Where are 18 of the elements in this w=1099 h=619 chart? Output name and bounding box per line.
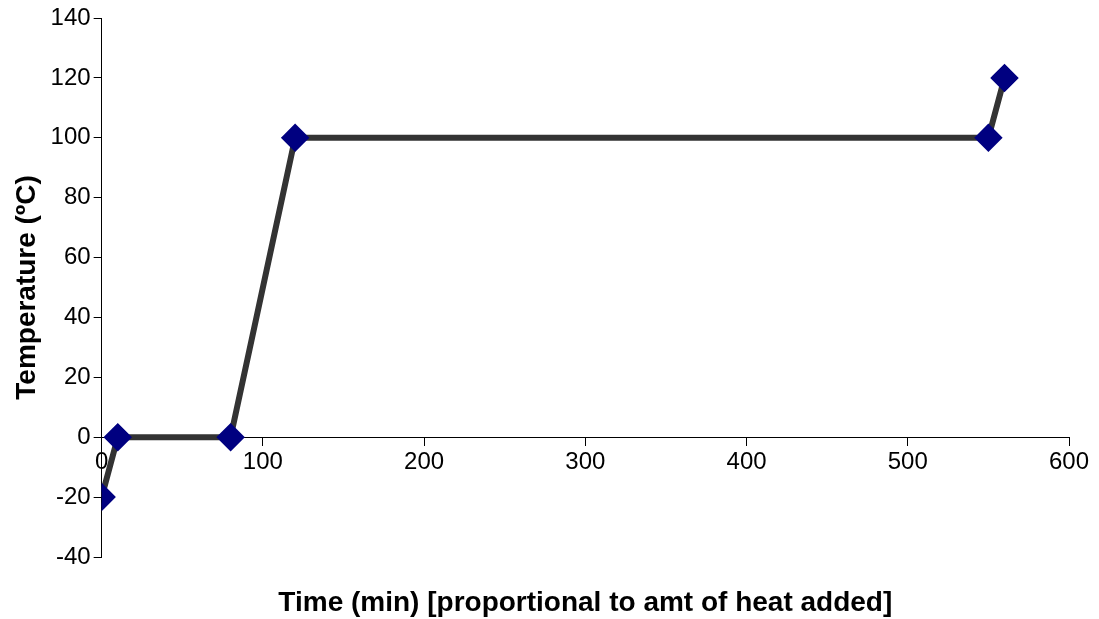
y-tick-label: -20 [55, 481, 91, 509]
y-tick-label: 140 [50, 2, 91, 30]
x-tick-label: 500 [887, 447, 928, 475]
x-tick-label: 400 [726, 447, 767, 475]
y-tick-label: 40 [63, 302, 91, 330]
y-tick-label: -40 [55, 541, 91, 569]
y-tick-label: 80 [63, 182, 91, 210]
x-tick-label: 600 [1048, 447, 1090, 475]
x-tick-label: 200 [404, 447, 445, 475]
y-axis-title: Temperature (ºC) [9, 175, 41, 400]
x-tick-label: 300 [565, 447, 606, 475]
x-tick-label: 100 [242, 447, 283, 475]
y-tick-label: 100 [50, 122, 91, 150]
x-axis-title: Time (min) [proportional to amt of heat added] [278, 585, 893, 617]
y-tick-label: 60 [63, 242, 91, 270]
y-tick-label: 20 [63, 361, 91, 389]
y-tick-label: 0 [77, 421, 91, 449]
y-tick-label: 120 [50, 62, 91, 90]
